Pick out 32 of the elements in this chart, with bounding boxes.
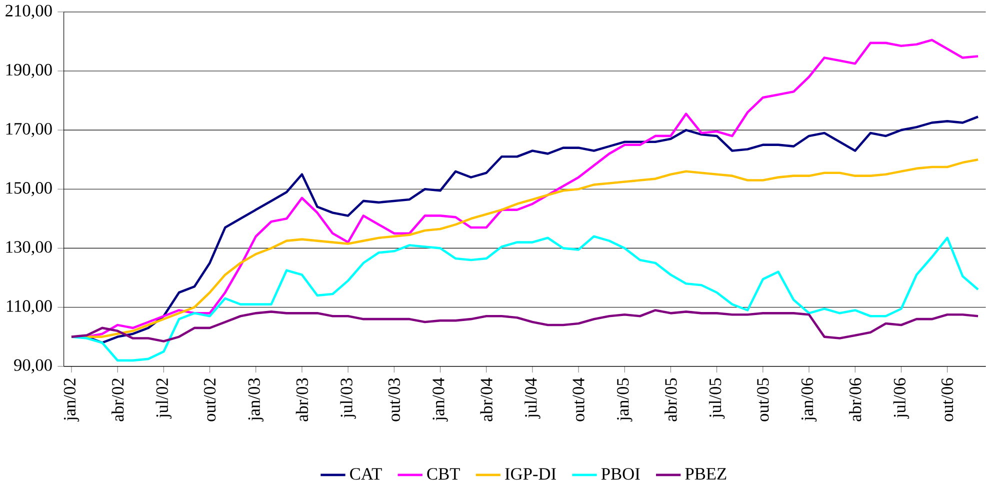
- x-tick-label: jul/04: [524, 378, 540, 419]
- legend-label: PBOI: [601, 468, 640, 480]
- x-tick-label: out/04: [572, 378, 584, 422]
- x-tick-label: jul/06: [893, 378, 910, 419]
- x-tick-label: jan/04: [432, 378, 448, 422]
- y-tick-label: 190,00: [6, 64, 52, 78]
- legend-label: CAT: [350, 468, 382, 480]
- x-tick-label: abr/02: [111, 378, 124, 422]
- legend-label: CBT: [427, 468, 460, 480]
- x-tick-label: jan/05: [617, 378, 632, 422]
- x-tick-label: jul/05: [708, 378, 725, 419]
- legend-label: PBEZ: [685, 468, 726, 480]
- x-tick-label: abr/05: [664, 378, 677, 422]
- x-tick-label: jan/03: [248, 378, 264, 422]
- y-tick-label: 210,00: [6, 5, 52, 20]
- x-tick-label: out/06: [941, 378, 954, 422]
- legend-label: IGP-DI: [505, 468, 556, 480]
- x-tick-label: abr/06: [849, 378, 862, 422]
- x-tick-label: out/05: [757, 378, 769, 422]
- y-tick-label: 150,00: [6, 182, 52, 196]
- x-tick-label: jan/02: [64, 378, 80, 422]
- x-tick-label: out/02: [204, 378, 216, 422]
- x-tick-label: jan/06: [801, 378, 817, 422]
- y-tick-label: 170,00: [6, 123, 52, 138]
- x-tick-label: abr/04: [480, 378, 492, 422]
- y-tick-label: 90,00: [14, 359, 52, 374]
- x-tick-label: out/03: [388, 378, 400, 422]
- x-tick-label: jul/02: [156, 378, 172, 419]
- x-tick-label: jul/03: [340, 378, 356, 419]
- x-tick-label: abr/03: [296, 378, 308, 422]
- y-tick-label: 130,00: [6, 241, 52, 256]
- y-tick-label: 110,00: [6, 300, 52, 315]
